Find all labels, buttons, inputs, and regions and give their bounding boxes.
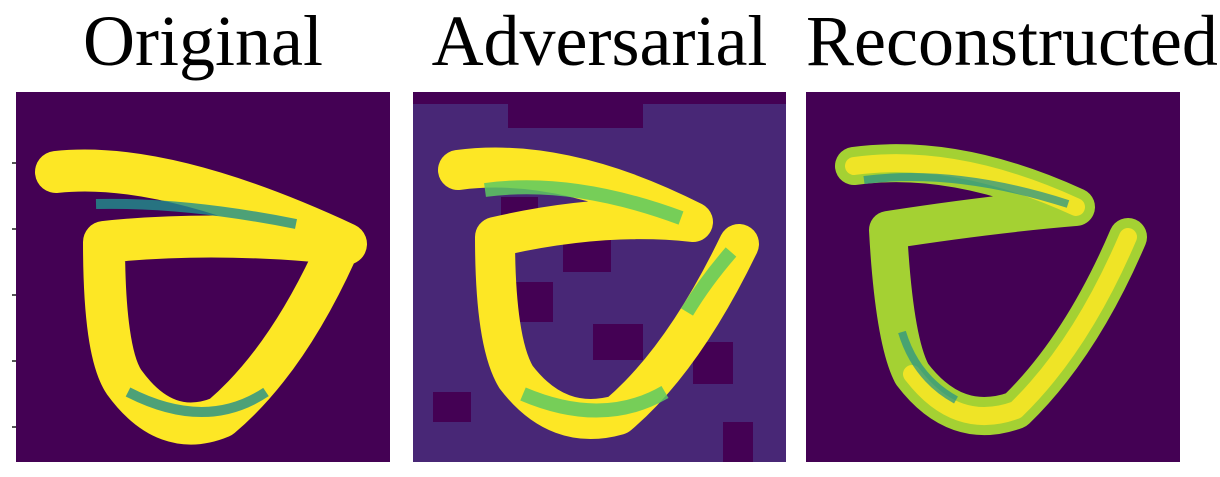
- panel-reconstructed: Reconstructed: [806, 1, 1218, 462]
- panel-adversarial: Adversarial: [413, 1, 786, 462]
- panel-title-reconstructed: Reconstructed: [806, 1, 1218, 81]
- panel-title-original: Original: [83, 1, 323, 81]
- original-digit-image: [16, 92, 390, 462]
- reconstructed-digit-image: [806, 92, 1180, 462]
- adversarial-digit-image: [413, 92, 786, 462]
- panel-title-adversarial: Adversarial: [431, 1, 768, 81]
- panel-original: Original: [12, 1, 390, 462]
